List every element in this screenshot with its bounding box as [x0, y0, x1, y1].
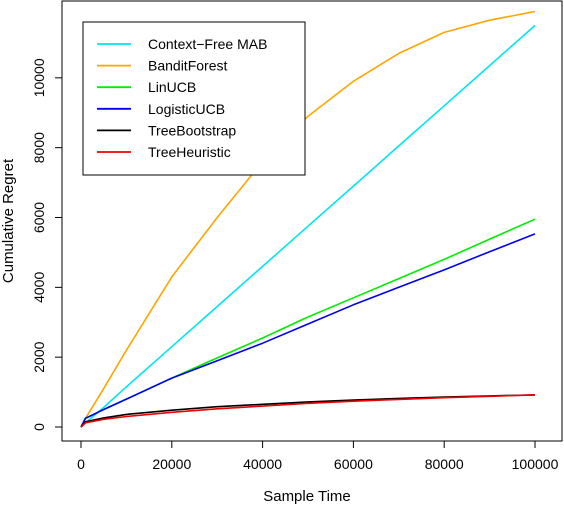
series-line-logisticucb [80, 233, 536, 428]
x-tick-label: 100000 [512, 456, 559, 472]
series-line-treebootstrap [80, 394, 536, 428]
legend-label: Context−Free MAB [148, 36, 267, 52]
x-tick-label: 60000 [334, 456, 373, 472]
legend-items: Context−Free MAB BanditForest LinUCB Logist… [97, 36, 267, 160]
y-tick-label: 10000 [31, 58, 47, 97]
legend-label: BanditForest [148, 58, 227, 74]
y-tick-label: 0 [31, 423, 47, 431]
y-axis: 0 2000 4000 6000 8000 10000 [31, 58, 63, 431]
series-line-context-free-mab [80, 24, 536, 428]
x-tick-label: 0 [77, 456, 85, 472]
y-tick-label: 6000 [31, 202, 47, 233]
y-axis-title: Cumulative Regret [0, 158, 17, 283]
x-axis-title: Sample Time [263, 488, 351, 505]
x-axis: 0 20000 40000 60000 80000 100000 [77, 440, 559, 472]
legend-label: TreeBootstrap [148, 122, 236, 138]
x-tick-label: 80000 [425, 456, 464, 472]
legend-label: LogisticUCB [148, 101, 225, 117]
legend: Context−Free MAB BanditForest LinUCB Logist… [82, 21, 306, 176]
x-tick-label: 40000 [243, 456, 282, 472]
y-tick-label: 4000 [31, 272, 47, 303]
y-tick-label: 8000 [31, 132, 47, 163]
x-tick-label: 20000 [152, 456, 191, 472]
legend-box [82, 21, 306, 176]
legend-label: TreeHeuristic [148, 144, 231, 160]
legend-label: LinUCB [148, 79, 196, 95]
y-tick-label: 2000 [31, 341, 47, 372]
series-line-treeheuristic [80, 394, 536, 428]
